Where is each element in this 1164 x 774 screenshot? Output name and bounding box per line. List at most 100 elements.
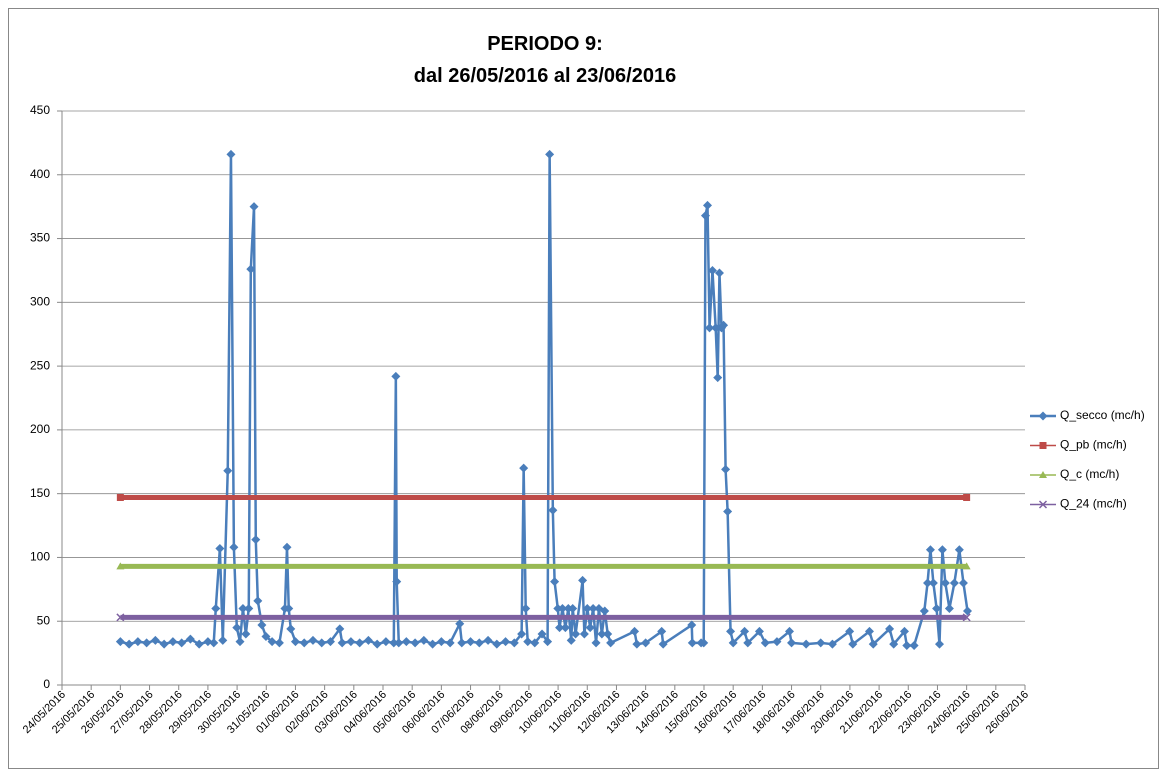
point [142,638,152,648]
point [868,639,878,649]
point [944,603,954,613]
point [286,624,296,634]
point [211,603,221,613]
point [597,629,607,639]
point [492,639,502,649]
point [282,542,292,552]
point [483,635,493,645]
point [632,639,642,649]
point [177,638,187,648]
point [232,623,242,633]
point [381,637,391,647]
point [229,542,239,552]
point [603,629,613,639]
y-tick-label: 400 [30,167,50,181]
point [713,373,723,383]
point [261,632,271,642]
point [530,638,540,648]
point [537,629,547,639]
point [934,639,944,649]
point [864,626,874,636]
point [215,544,225,554]
y-tick-label: 150 [30,486,50,500]
point [743,638,753,648]
point [335,624,345,634]
point [290,637,300,647]
point [159,639,169,649]
legend-marker [1039,442,1047,449]
point [700,211,710,221]
point [801,639,811,649]
legend-label: Q_secco (mc/h) [1060,408,1145,422]
point [116,493,124,501]
point [355,638,365,648]
chart-frame [8,8,1159,769]
y-tick-label: 0 [43,677,50,691]
point [474,638,484,648]
point [241,629,251,639]
point [899,626,909,636]
point [445,638,455,648]
point [116,562,125,570]
point [226,149,236,159]
point [909,640,919,650]
point [726,626,736,636]
point [392,577,402,587]
point [553,603,563,613]
point [521,603,531,613]
point [267,637,277,647]
point [466,637,476,647]
y-tick-label: 300 [30,295,50,309]
point [223,466,233,476]
point [585,623,595,633]
point [932,603,942,613]
y-tick-label: 200 [30,422,50,436]
point [928,578,938,588]
point [591,638,601,648]
legend-label: Q_24 (mc/h) [1060,497,1127,511]
point [545,149,555,159]
point [963,606,973,616]
point [238,603,248,613]
point [641,638,651,648]
point [410,638,420,648]
point [571,629,581,639]
legend-marker [1039,471,1047,478]
point [772,637,782,647]
point [560,623,570,633]
point [337,638,347,648]
point [827,639,837,649]
series-line [120,153,969,647]
point [728,638,738,648]
point [346,637,356,647]
point [363,635,373,645]
y-tick-label: 100 [30,550,50,564]
point [550,577,560,587]
point [235,637,245,647]
point [699,638,709,648]
legend-label: Q_pb (mc/h) [1060,438,1127,452]
point [519,463,529,473]
point [705,323,715,333]
point [707,265,717,275]
point [517,629,527,639]
point [714,268,724,278]
point [244,603,254,613]
point [401,637,411,647]
point [937,545,947,555]
point [133,637,143,647]
point [246,264,256,274]
point [501,637,511,647]
point [457,638,467,648]
point [963,493,971,501]
point [548,505,558,515]
y-tick-label: 350 [30,231,50,245]
point [253,596,263,606]
point [203,637,213,647]
point [578,575,588,585]
point [925,545,935,555]
point [919,606,929,616]
point [923,578,933,588]
